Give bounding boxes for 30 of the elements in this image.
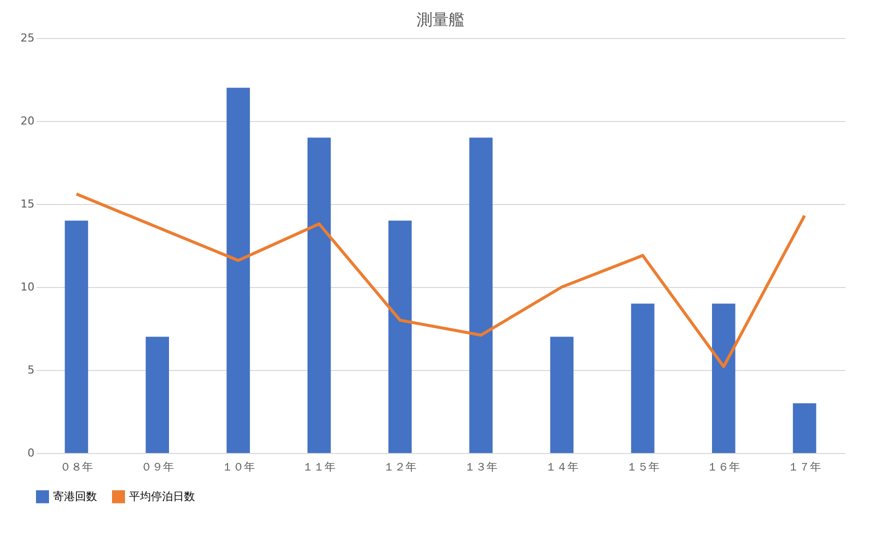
bar (146, 336, 169, 453)
bar (631, 304, 654, 453)
bar (712, 304, 736, 453)
line-series (74, 192, 806, 368)
y-tick-label: 15 (20, 198, 34, 210)
x-tick-label: ０９年 (140, 460, 174, 474)
y-tick-label: 0 (28, 446, 34, 460)
x-tick-label: １５年 (626, 460, 660, 474)
bar (308, 138, 331, 453)
legend-label: 寄港回数 (53, 490, 97, 503)
y-tick-label: 10 (20, 280, 34, 294)
legend-label: 平均停泊日数 (129, 490, 195, 503)
y-tick-label: 25 (20, 32, 34, 44)
x-tick-label: １３年 (464, 460, 498, 474)
bar (469, 138, 493, 453)
x-tick-label: ０８年 (60, 460, 93, 474)
y-tick-label: 20 (20, 114, 34, 128)
x-tick-label: １１年 (302, 460, 336, 474)
bar (64, 220, 88, 453)
x-tick-label: １０年 (222, 460, 255, 474)
bar (792, 403, 816, 453)
x-tick-label: １７年 (788, 460, 822, 474)
bar (550, 336, 574, 453)
x-tick-label: １４年 (545, 460, 578, 474)
y-tick-label: 5 (28, 364, 34, 376)
chart-title: 測量艦 (416, 10, 464, 29)
x-tick-label: １２年 (384, 460, 417, 474)
x-tick-label: １６年 (707, 460, 740, 474)
bar (388, 220, 412, 453)
bar (226, 88, 250, 453)
